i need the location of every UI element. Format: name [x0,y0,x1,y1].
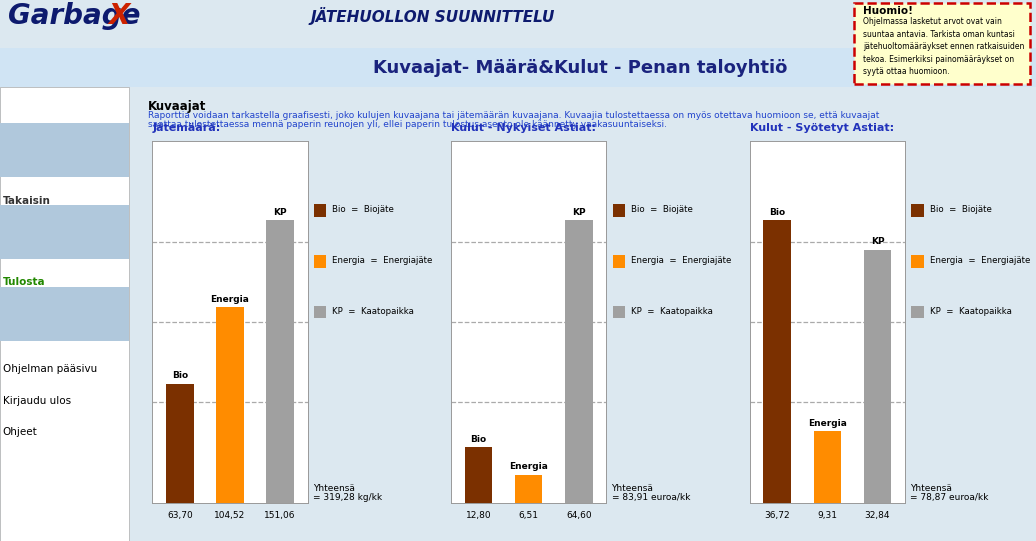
Text: Kulut - Syötetyt Astiat:: Kulut - Syötetyt Astiat: [750,123,894,133]
Bar [314,306,326,318]
Text: Yhteensä: Yhteensä [611,484,654,493]
Bar [912,204,923,217]
Bar [217,307,243,503]
Text: Ohjelman pääsivu: Ohjelman pääsivu [3,364,97,374]
Bar [912,306,923,318]
Text: Energia  =  Energiajäte: Energia = Energiajäte [929,256,1030,265]
Text: Bio  =  Biojäte: Bio = Biojäte [333,205,394,214]
Text: X: X [109,2,131,30]
Bar [0,287,128,341]
Bar [515,474,543,503]
Bar [166,384,194,503]
Bar [0,123,128,177]
Bar [813,431,841,503]
Text: Kirjaudu ulos: Kirjaudu ulos [3,395,70,406]
Text: = 78,87 euroa/kk: = 78,87 euroa/kk [911,493,988,502]
Bar [612,306,625,318]
Text: Energia: Energia [510,462,548,471]
Text: KP  =  Kaatopaikka: KP = Kaatopaikka [631,307,713,315]
Bar [612,255,625,267]
Text: Bio: Bio [172,371,188,380]
Text: saattaa tulostettaessa mennä paperin reunojen yli, ellei paperin tulostus asento: saattaa tulostettaessa mennä paperin reu… [148,120,667,129]
Text: Kulut - Nykyiset Astiat:: Kulut - Nykyiset Astiat: [451,123,596,133]
Text: Kuvaajat- Määrä&Kulut - Penan taloyhtiö: Kuvaajat- Määrä&Kulut - Penan taloyhtiö [373,58,787,76]
Bar [612,204,625,217]
Bar [565,220,593,503]
Text: Yhteensä: Yhteensä [911,484,952,493]
Text: KP  =  Kaatopaikka: KP = Kaatopaikka [333,307,414,315]
Bar [764,220,792,503]
Text: Ohjelmassa lasketut arvot ovat vain
suuntaa antavia. Tarkista oman kuntasi
jäteh: Ohjelmassa lasketut arvot ovat vain suun… [863,17,1025,76]
Bar [266,220,294,503]
Bar [0,48,1036,87]
Text: Raporttia voidaan tarkastella graafisesti, joko kulujen kuvaajana tai jätemäärän: Raporttia voidaan tarkastella graafisest… [148,111,880,120]
Bar [314,204,326,217]
Bar [314,255,326,267]
Text: Bio: Bio [769,208,785,216]
Text: Energia: Energia [808,419,846,428]
Text: KP: KP [870,237,885,247]
Bar [912,255,923,267]
Text: Energia  =  Energiajäte: Energia = Energiajäte [333,256,433,265]
Text: Yhteensä: Yhteensä [313,484,354,493]
Text: KP: KP [572,208,585,216]
Text: JÄTEHUOLLON SUUNNITTELU: JÄTEHUOLLON SUUNNITTELU [311,6,555,24]
Text: Ohjeet: Ohjeet [3,427,37,437]
FancyBboxPatch shape [854,3,1031,84]
Text: Tulosta: Tulosta [3,278,46,287]
Text: KP: KP [274,208,287,216]
Text: KP  =  Kaatopaikka: KP = Kaatopaikka [929,307,1011,315]
Text: Energia: Energia [210,295,250,304]
Bar [864,250,891,503]
Text: Energia  =  Energiajäte: Energia = Energiajäte [631,256,731,265]
Bar [0,204,128,259]
Text: Kuvaajat: Kuvaajat [148,100,206,113]
Text: = 83,91 euroa/kk: = 83,91 euroa/kk [611,493,690,502]
Text: Bio: Bio [470,434,487,444]
Text: = 319,28 kg/kk: = 319,28 kg/kk [313,493,382,502]
Text: Bio  =  Biojäte: Bio = Biojäte [631,205,693,214]
Text: Garbage: Garbage [8,2,141,30]
Bar [465,447,492,503]
Text: Takaisin: Takaisin [3,196,51,206]
Text: Jätemäärä:: Jätemäärä: [152,123,221,133]
Text: Huomio!: Huomio! [863,6,914,16]
Text: Bio  =  Biojäte: Bio = Biojäte [929,205,991,214]
